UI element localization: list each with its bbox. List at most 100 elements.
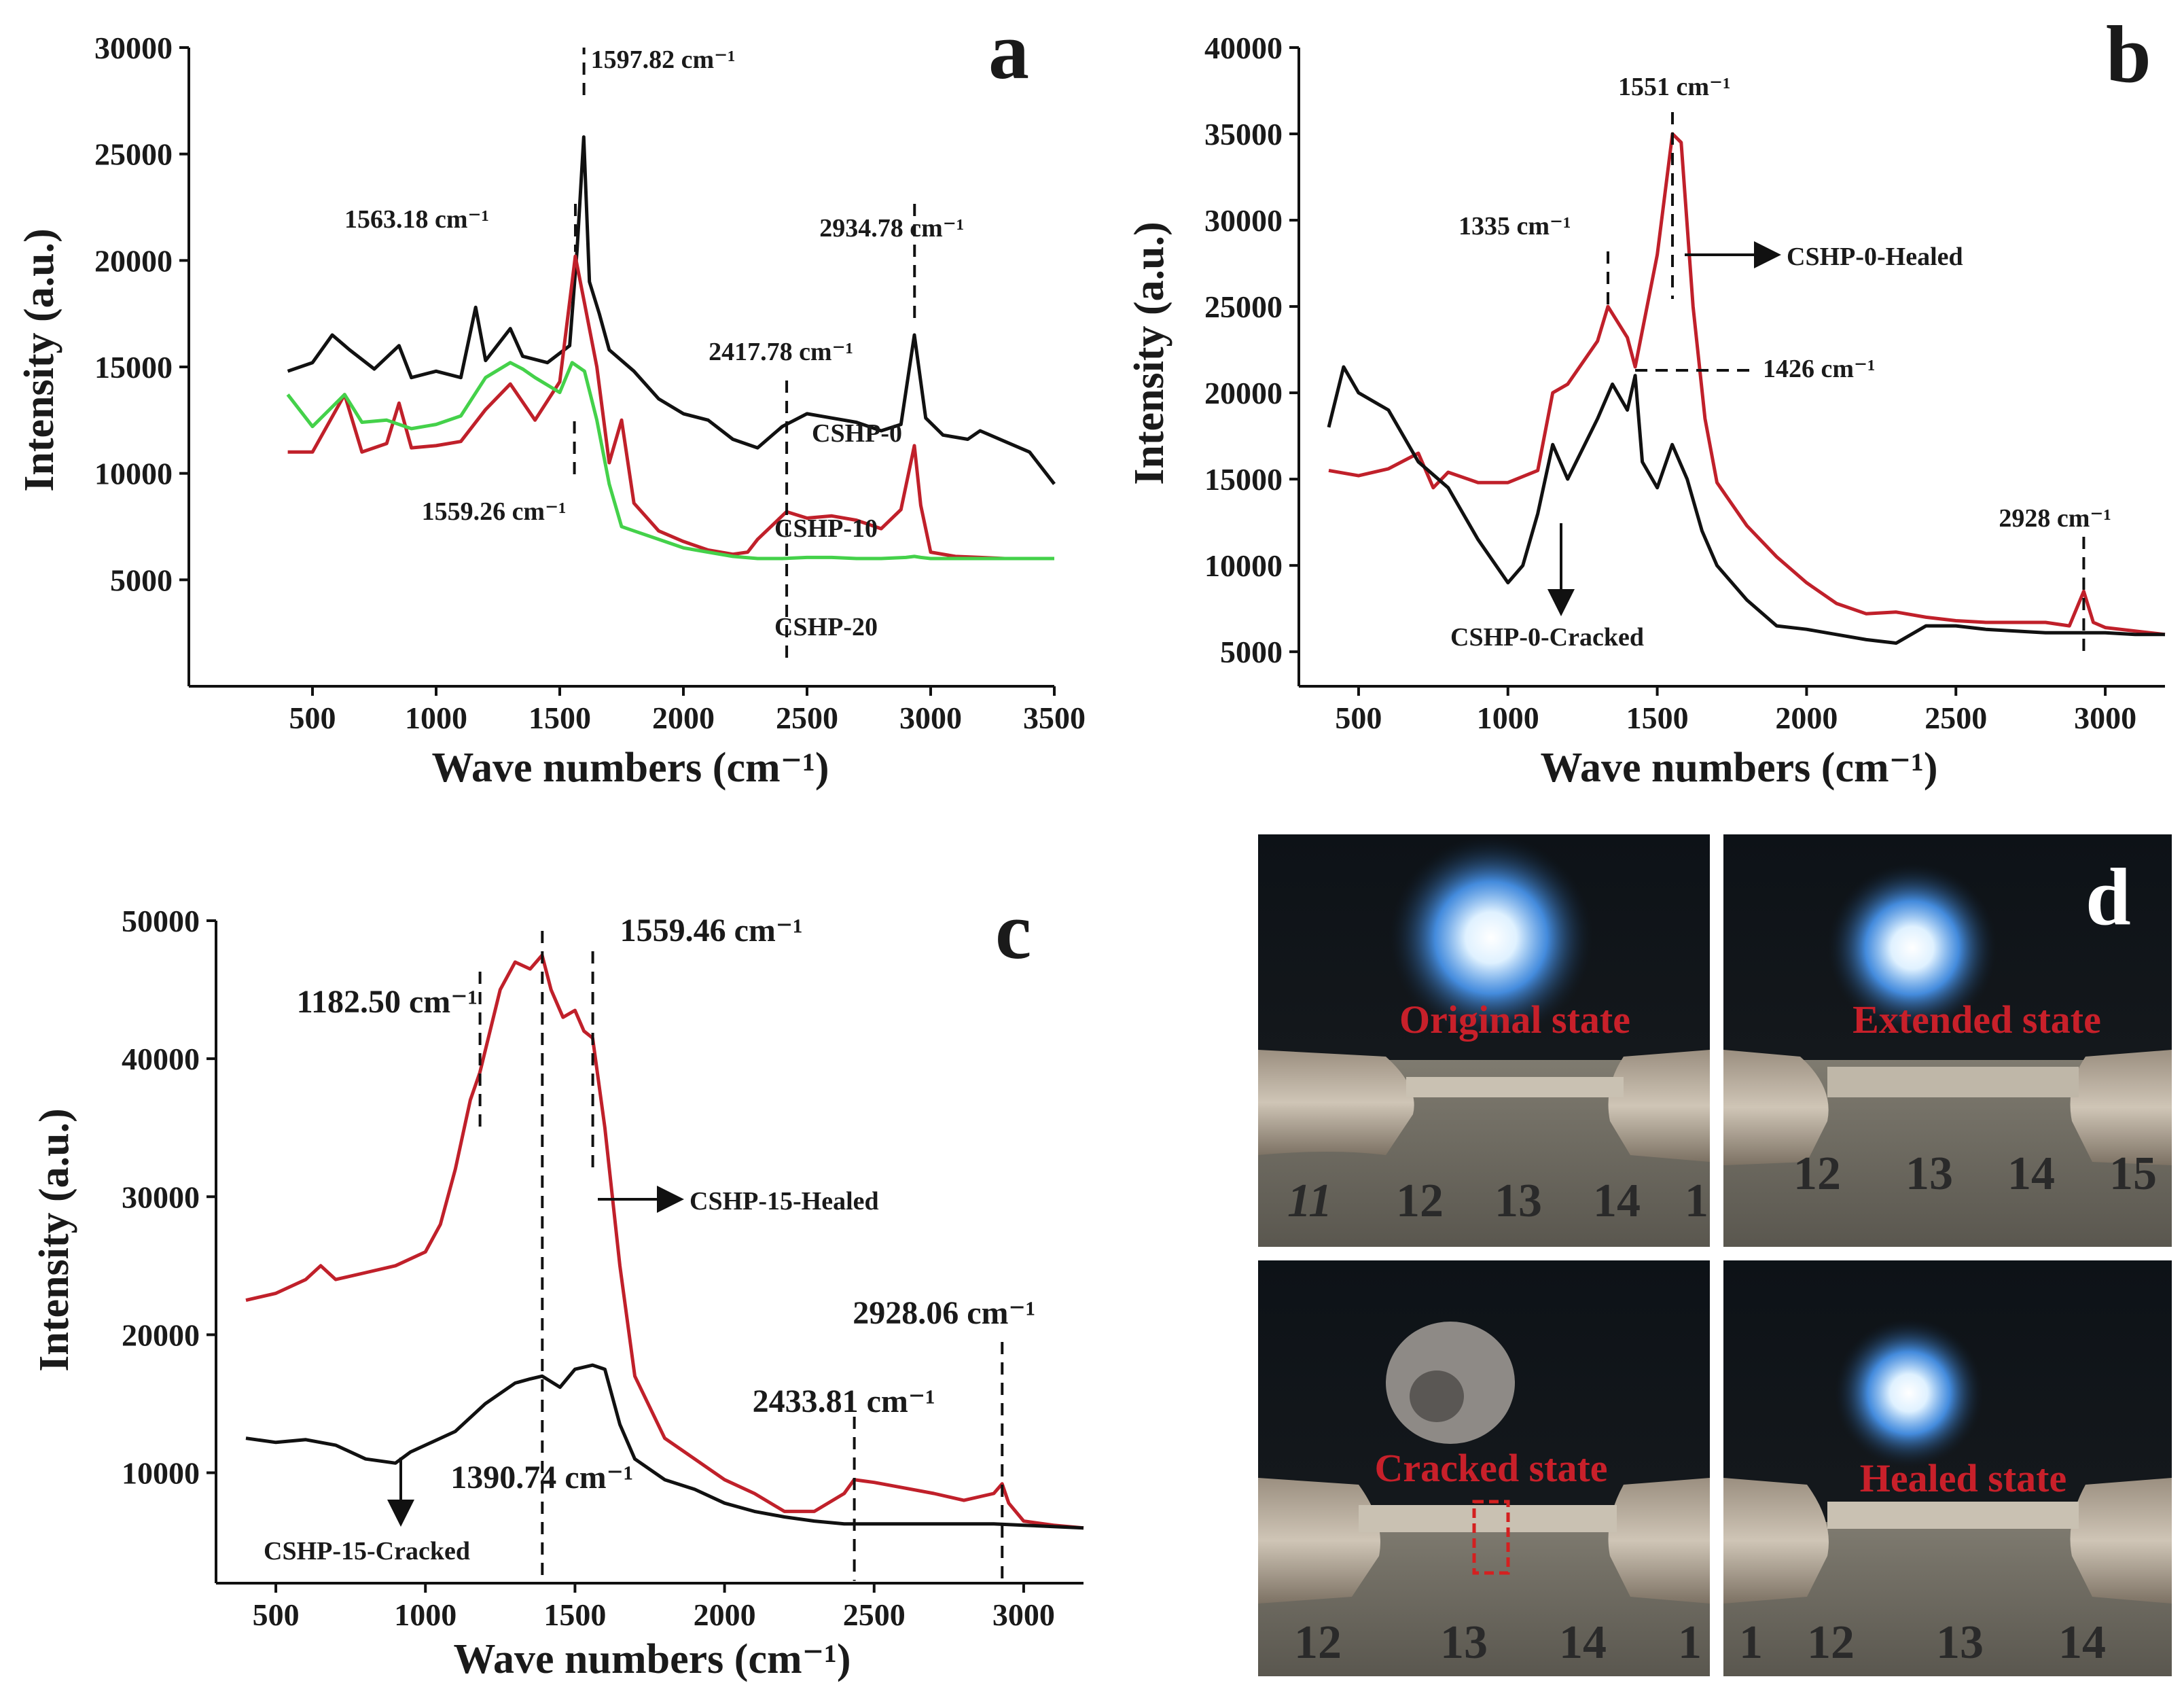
photo-panel-d: Original state 11 12 13 14 1 Extended st… [1258, 834, 2172, 1676]
x-tick-label: 2000 [694, 1597, 756, 1632]
y-tick-label: 25000 [94, 137, 173, 172]
y-tick-label: 35000 [1204, 117, 1283, 152]
x-tick-label: 2000 [1775, 701, 1838, 735]
ruler-number: 13 [1905, 1148, 1953, 1200]
x-tick-label: 2500 [843, 1597, 906, 1632]
x-tick-label: 1000 [405, 701, 467, 735]
panel-label-b: b [2106, 9, 2151, 99]
x-tick-label: 2000 [652, 701, 715, 735]
series-line-cshp-15-healed [245, 953, 1084, 1530]
ruler-number: 1 [1678, 1616, 1702, 1669]
photo-label-healed: Healed state [1860, 1456, 2066, 1500]
ruler-number: 1 [1739, 1616, 1763, 1669]
photo-cracked-state: Cracked state 12 13 14 1 [1258, 1260, 1710, 1676]
panel-label-a: a [988, 5, 1029, 96]
y-tick-label: 10000 [122, 1456, 200, 1491]
peak-label: 2928 cm⁻¹ [1999, 504, 2111, 533]
peak-label: 2417.78 cm⁻¹ [709, 338, 853, 366]
y-tick-label: 30000 [1204, 203, 1283, 238]
y-tick-label: 50000 [122, 904, 200, 938]
x-tick-label: 3500 [1023, 701, 1086, 735]
x-tick-label: 500 [253, 1597, 300, 1632]
y-tick-label: 20000 [94, 243, 173, 278]
x-tick-label: 2500 [1925, 701, 1987, 735]
x-tick-label: 3000 [899, 701, 962, 735]
series-line-cshp-15-cracked [245, 1363, 1084, 1530]
y-tick-label: 20000 [1204, 376, 1283, 410]
peak-label: 2433.81 cm⁻¹ [753, 1383, 935, 1419]
ruler-number: 12 [1807, 1616, 1855, 1669]
ruler-number: 13 [1936, 1616, 1984, 1669]
ruler-number: 14 [2007, 1148, 2055, 1200]
series-line-cshp-0 [287, 135, 1056, 485]
series-line-cshp-20 [286, 361, 1054, 561]
x-tick-label: 3000 [2074, 701, 2136, 735]
y-tick-label: 30000 [122, 1180, 200, 1214]
ruler-number: 14 [1559, 1616, 1607, 1669]
y-tick-label: 5000 [1220, 635, 1283, 669]
series-label: CSHP-0 [812, 419, 902, 448]
x-tick-label: 1500 [1626, 701, 1689, 735]
photo-extended-state: Extended state 12 13 14 15 [1723, 834, 2172, 1247]
panel-label-d: d [2085, 851, 2131, 942]
x-tick-label: 1000 [1477, 701, 1539, 735]
peak-label: 1559.46 cm⁻¹ [620, 913, 803, 949]
x-tick-label: 500 [1335, 701, 1382, 735]
y-axis-title-a: Intensity (a.u.) [16, 228, 62, 492]
photo-healed-state: Healed state 1 12 13 14 [1723, 1260, 2172, 1676]
peak-label: 1551 cm⁻¹ [1618, 73, 1730, 101]
panel-label-c: c [995, 885, 1031, 976]
peak-label: 1563.18 cm⁻¹ [344, 205, 489, 234]
x-tick-label: 3000 [992, 1597, 1055, 1632]
ruler-number: 14 [1593, 1175, 1641, 1227]
ruler-number: 14 [2058, 1616, 2106, 1669]
x-axis-title-b: Wave numbers (cm⁻¹) [1540, 745, 1937, 791]
y-tick-label: 25000 [1204, 289, 1283, 324]
y-tick-label: 15000 [94, 350, 173, 385]
y-tick-label: 40000 [1204, 31, 1283, 65]
x-axis-title-c: Wave numbers (cm⁻¹) [453, 1636, 851, 1682]
peak-label: 2934.78 cm⁻¹ [819, 214, 964, 243]
x-tick-label: 1500 [529, 701, 591, 735]
peak-label: 1335 cm⁻¹ [1458, 212, 1571, 241]
y-axis-title-c: Intensity (a.u.) [31, 1108, 77, 1372]
ruler-number: 15 [2109, 1148, 2157, 1200]
y-tick-label: 5000 [110, 563, 173, 597]
y-tick-label: 30000 [94, 31, 173, 65]
peak-label: 1426 cm⁻¹ [1763, 355, 1875, 383]
chart-b: 500 1000 1500 2000 2500 3000 5000 10000 15000 200… [1126, 9, 2166, 791]
photo-label-extended: Extended state [1852, 997, 2101, 1042]
ruler-number: 12 [1793, 1148, 1841, 1200]
peak-label: 1182.50 cm⁻¹ [297, 984, 478, 1020]
series-label: CSHP-15-Healed [690, 1187, 879, 1216]
photo-label-original: Original state [1399, 997, 1630, 1042]
y-tick-label: 40000 [122, 1042, 200, 1076]
photo-original-state: Original state 11 12 13 14 1 [1258, 834, 1710, 1247]
ruler-number: 12 [1294, 1616, 1342, 1669]
x-tick-label: 500 [289, 701, 336, 735]
peak-label: 2928.06 cm⁻¹ [853, 1295, 1035, 1331]
chart-c: 500 1000 1500 2000 2500 3000 10000 20000 30000 40… [31, 885, 1084, 1682]
peak-label: 1559.26 cm⁻¹ [422, 497, 567, 526]
ruler-number: 12 [1396, 1175, 1444, 1227]
y-tick-label: 10000 [1204, 548, 1283, 583]
y-tick-label: 10000 [94, 457, 173, 491]
series-line-cshp-0-healed [1328, 132, 2166, 637]
y-tick-label: 20000 [122, 1317, 200, 1352]
x-tick-label: 1000 [394, 1597, 457, 1632]
chart-a: 500 1000 1500 2000 2500 3000 3500 5000 10000 1500… [16, 5, 1086, 791]
series-line-cshp-0-cracked [1327, 365, 2165, 645]
series-label: CSHP-0-Healed [1787, 243, 1963, 271]
y-axis-title-b: Intensity (a.u.) [1126, 222, 1172, 485]
x-tick-label: 2500 [776, 701, 838, 735]
series-label: CSHP-10 [774, 514, 878, 543]
x-tick-label: 1500 [543, 1597, 606, 1632]
y-tick-label: 15000 [1204, 462, 1283, 497]
peak-label: 1597.82 cm⁻¹ [591, 46, 736, 74]
series-label: CSHP-15-Cracked [264, 1537, 470, 1566]
series-label: CSHP-20 [774, 613, 878, 641]
x-axis-title-a: Wave numbers (cm⁻¹) [431, 745, 829, 791]
peak-label: 1390.74 cm⁻¹ [450, 1460, 633, 1496]
photo-label-cracked: Cracked state [1374, 1446, 1607, 1490]
